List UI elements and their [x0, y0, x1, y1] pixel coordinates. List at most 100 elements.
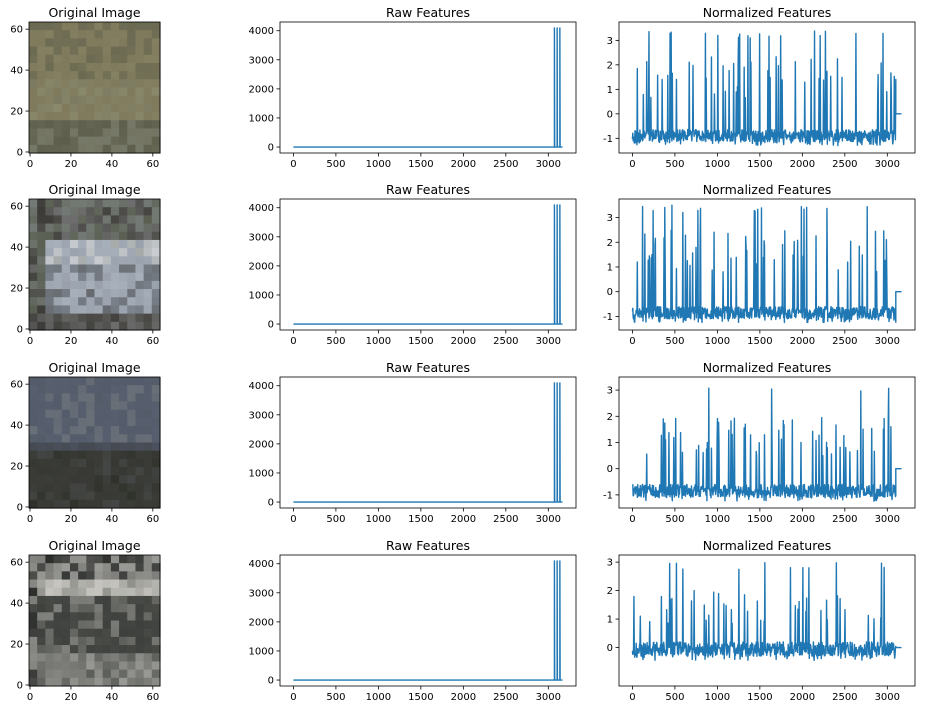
image-pixel [94, 385, 104, 394]
panel-r3-c2: Raw Features 0 500 1000 1500 2000 2500 3000 0 100… [249, 360, 577, 525]
image-pixel [37, 426, 46, 435]
image-pixel [94, 636, 104, 646]
x-tick-label: 1000 [705, 159, 730, 170]
image-pixel [69, 426, 79, 435]
image-pixel [119, 467, 128, 476]
image-pixel [110, 272, 120, 282]
image-pixel [127, 223, 137, 233]
image-pixel [78, 30, 87, 39]
image-pixel [94, 555, 104, 564]
image-pixel [53, 450, 63, 460]
image-pixel [102, 103, 112, 113]
image-pixel [151, 239, 161, 249]
image-pixel [86, 499, 96, 509]
x-tick-label: 20 [65, 336, 78, 347]
image-pixel [110, 385, 120, 394]
image-pixel [61, 483, 71, 493]
image-pixel [127, 215, 137, 225]
image-pixel [127, 409, 137, 419]
image-pixel [143, 669, 153, 679]
image-pixel [61, 426, 71, 435]
image-pixel [119, 571, 128, 581]
image-pixel [119, 313, 128, 323]
image-pixel [78, 71, 87, 80]
panel-r3-c1: Original Image 0 20 40 60 0 20 40 60 [10, 360, 161, 525]
image-pixel [94, 377, 104, 386]
image-pixel [37, 620, 46, 630]
image-pixel [53, 475, 63, 485]
image-pixel [53, 54, 63, 64]
image-pixel [94, 136, 104, 146]
image-pixel [69, 62, 79, 72]
image-pixel [143, 54, 153, 64]
image-pixel [37, 62, 46, 72]
image-pixel [119, 587, 128, 597]
image-pixel [45, 612, 55, 622]
image-pixel [102, 563, 112, 572]
image-pixel [102, 612, 112, 622]
image-pixel [143, 321, 153, 331]
image-pixel [119, 112, 128, 121]
x-tick-label: 20 [65, 692, 78, 703]
image-pixel [29, 71, 38, 80]
image-pixel [29, 305, 38, 315]
image-pixel [127, 54, 137, 64]
image-pixel [102, 620, 112, 630]
image-pixel [135, 661, 145, 671]
image-pixel [94, 54, 104, 64]
image-pixel [102, 215, 112, 225]
image-pixel [135, 272, 145, 282]
image-pixel [37, 409, 46, 419]
image-pixel [135, 54, 145, 64]
image-pixel [127, 636, 137, 646]
image-pixel [78, 587, 87, 597]
image-pixel [86, 215, 96, 225]
image-pixel [37, 677, 46, 687]
image-pixel [135, 499, 145, 509]
image-pixel [102, 595, 112, 605]
image-pixel [143, 297, 153, 307]
image-pixel [69, 144, 79, 154]
image-pixel [143, 272, 153, 282]
x-tick-label: 0 [629, 336, 635, 347]
image-pixel [69, 54, 79, 64]
panel-r1-c2: Raw Features 0 500 1000 1500 2000 2500 3000 0 100… [249, 5, 577, 170]
image-pixel [119, 248, 128, 257]
image-pixel [29, 112, 38, 121]
image-pixel [119, 71, 128, 80]
image-pixel [45, 272, 55, 282]
image-pixel [102, 409, 112, 419]
image-pixel [102, 677, 112, 687]
image-pixel [69, 305, 79, 315]
image-pixel [29, 450, 38, 460]
image-pixel [86, 248, 96, 257]
image-pixel [61, 571, 71, 581]
image-pixel [69, 297, 79, 307]
image-pixel [110, 46, 120, 56]
image-pixel [127, 442, 137, 452]
image-pixel [29, 38, 38, 48]
image-pixel [45, 377, 55, 386]
image-pixel [37, 587, 46, 597]
image-pixel [119, 297, 128, 307]
image-pixel [119, 280, 128, 290]
image-pixel [61, 280, 71, 290]
image-pixel [53, 144, 63, 154]
image-pixel [53, 491, 63, 501]
image-pixel [37, 289, 46, 298]
image-pixel [127, 321, 137, 331]
plot-area [619, 555, 915, 686]
image-pixel [29, 499, 38, 509]
image-pixel [86, 112, 96, 121]
image-pixel [102, 661, 112, 671]
image-pixel [78, 62, 87, 72]
image-pixel [110, 587, 120, 597]
x-tick-label: 1000 [366, 692, 391, 703]
image-pixel [110, 103, 120, 113]
image-pixel [127, 612, 137, 622]
image-pixel [78, 628, 87, 638]
image-pixel [37, 417, 46, 427]
image-pixel [37, 215, 46, 225]
image-pixel [143, 112, 153, 121]
image-pixel [151, 604, 161, 613]
